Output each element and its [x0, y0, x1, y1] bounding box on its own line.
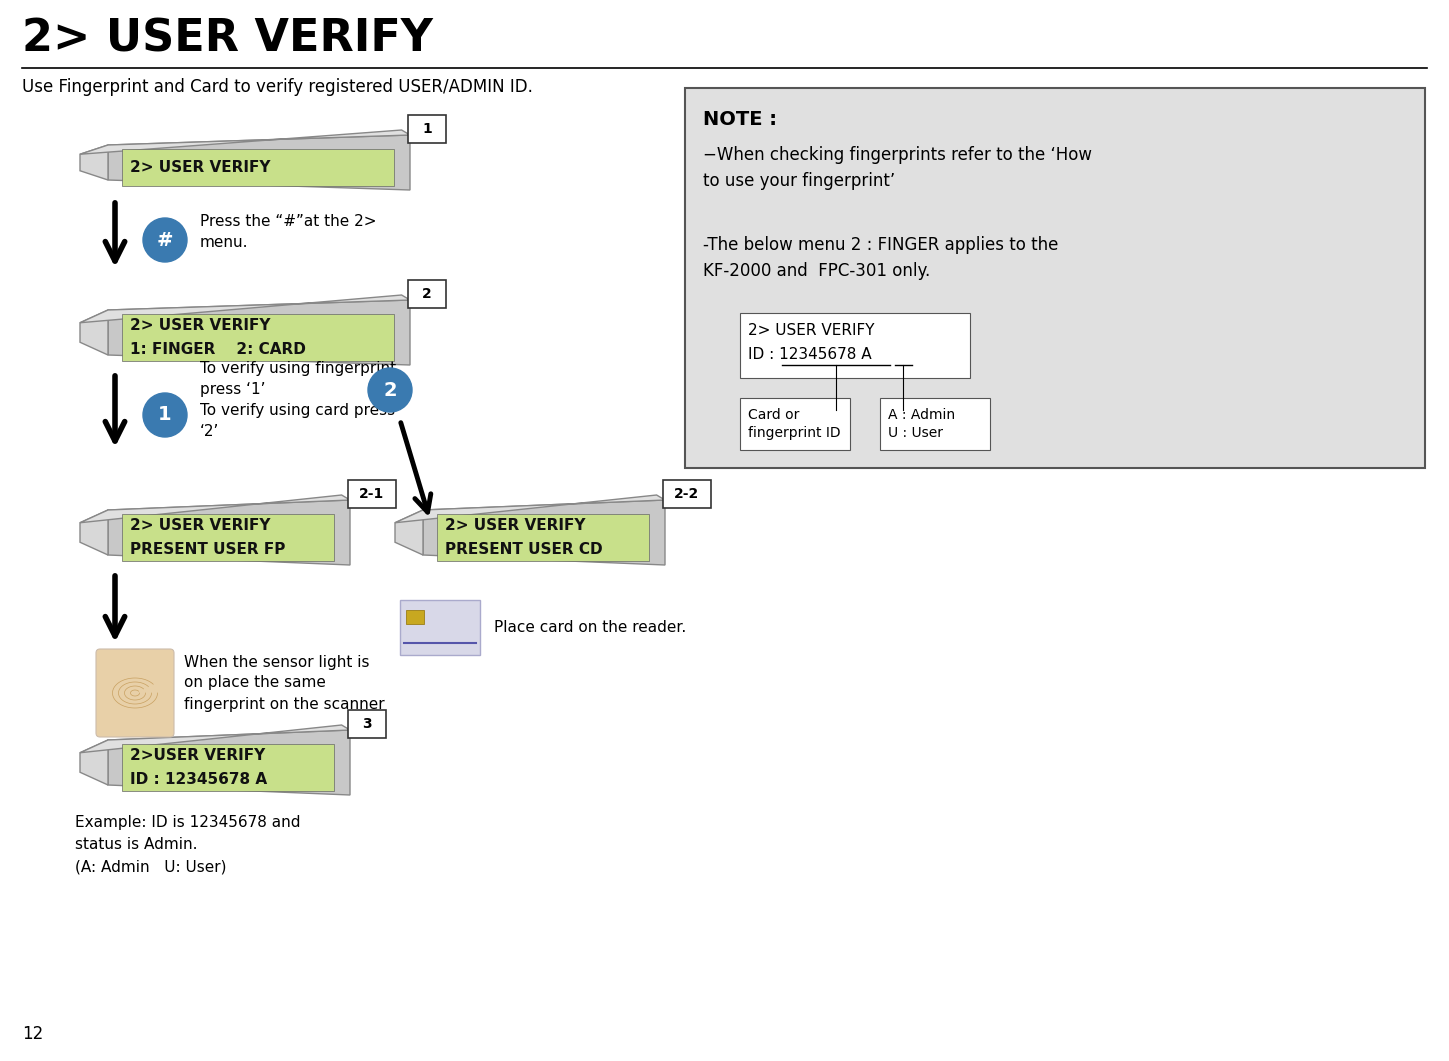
Polygon shape: [423, 500, 665, 566]
Text: 2>USER VERIFY: 2>USER VERIFY: [130, 748, 265, 763]
Text: Place card on the reader.: Place card on the reader.: [494, 620, 687, 634]
FancyBboxPatch shape: [122, 149, 394, 186]
FancyBboxPatch shape: [438, 514, 649, 561]
Text: 2-1: 2-1: [359, 487, 384, 501]
Text: ID : 12345678 A: ID : 12345678 A: [748, 347, 872, 362]
FancyBboxPatch shape: [409, 115, 446, 143]
FancyBboxPatch shape: [880, 398, 990, 450]
Text: 3: 3: [362, 717, 372, 731]
Text: 2> USER VERIFY: 2> USER VERIFY: [130, 160, 271, 175]
FancyBboxPatch shape: [122, 744, 335, 792]
Text: 2-2: 2-2: [674, 487, 700, 501]
Polygon shape: [80, 510, 109, 555]
Text: PRESENT USER FP: PRESENT USER FP: [130, 542, 285, 557]
Text: 1: FINGER    2: CARD: 1: FINGER 2: CARD: [130, 342, 306, 356]
Text: 1: 1: [158, 405, 172, 424]
Polygon shape: [80, 495, 351, 523]
Polygon shape: [80, 145, 109, 180]
FancyBboxPatch shape: [122, 514, 335, 561]
FancyBboxPatch shape: [664, 480, 711, 508]
FancyBboxPatch shape: [409, 280, 446, 308]
Polygon shape: [80, 295, 410, 323]
Text: 2> USER VERIFY: 2> USER VERIFY: [130, 518, 271, 534]
Text: Example: ID is 12345678 and
status is Admin.
(A: Admin   U: User): Example: ID is 12345678 and status is Ad…: [75, 815, 300, 874]
Text: 2> USER VERIFY: 2> USER VERIFY: [130, 318, 271, 333]
Polygon shape: [396, 510, 423, 555]
Text: −When checking fingerprints refer to the ‘How
to use your fingerprint’: −When checking fingerprints refer to the…: [703, 146, 1093, 190]
Circle shape: [143, 218, 187, 262]
FancyBboxPatch shape: [406, 610, 425, 624]
Polygon shape: [396, 495, 665, 523]
FancyBboxPatch shape: [400, 601, 480, 655]
Text: When the sensor light is
on place the same
fingerprint on the scanner: When the sensor light is on place the sa…: [184, 655, 384, 712]
Polygon shape: [109, 500, 351, 566]
Text: 12: 12: [22, 1025, 43, 1043]
Polygon shape: [109, 300, 410, 365]
Polygon shape: [80, 131, 410, 154]
Polygon shape: [80, 725, 351, 752]
FancyBboxPatch shape: [348, 710, 385, 738]
Text: NOTE :: NOTE :: [703, 110, 777, 129]
Text: -The below menu 2 : FINGER applies to the
KF-2000 and  FPC-301 only.: -The below menu 2 : FINGER applies to th…: [703, 236, 1058, 280]
FancyBboxPatch shape: [685, 88, 1424, 468]
Text: Card or
fingerprint ID: Card or fingerprint ID: [748, 407, 840, 440]
Text: To verify using fingerprint
press ‘1’
To verify using card press
‘2’: To verify using fingerprint press ‘1’ To…: [200, 361, 396, 439]
Polygon shape: [80, 740, 109, 785]
Circle shape: [368, 368, 412, 412]
Text: 2> USER VERIFY: 2> USER VERIFY: [445, 518, 585, 534]
Text: 1: 1: [422, 122, 432, 136]
Polygon shape: [109, 135, 410, 190]
Text: 2> USER VERIFY: 2> USER VERIFY: [22, 18, 433, 60]
Text: 2> USER VERIFY: 2> USER VERIFY: [748, 323, 875, 338]
Circle shape: [143, 393, 187, 437]
Text: ID : 12345678 A: ID : 12345678 A: [130, 771, 267, 787]
Text: Use Fingerprint and Card to verify registered USER/ADMIN ID.: Use Fingerprint and Card to verify regis…: [22, 79, 533, 95]
Text: Press the “#”at the 2>
menu.: Press the “#”at the 2> menu.: [200, 214, 377, 250]
FancyBboxPatch shape: [740, 398, 851, 450]
Polygon shape: [109, 730, 351, 795]
Text: 2: 2: [422, 286, 432, 301]
FancyBboxPatch shape: [348, 480, 396, 508]
Text: A : Admin
U : User: A : Admin U : User: [888, 407, 955, 440]
Text: #: #: [156, 230, 174, 249]
Polygon shape: [80, 310, 109, 355]
FancyBboxPatch shape: [96, 649, 174, 737]
Text: 2: 2: [383, 381, 397, 400]
FancyBboxPatch shape: [740, 313, 969, 378]
Text: PRESENT USER CD: PRESENT USER CD: [445, 542, 603, 557]
FancyBboxPatch shape: [122, 314, 394, 361]
